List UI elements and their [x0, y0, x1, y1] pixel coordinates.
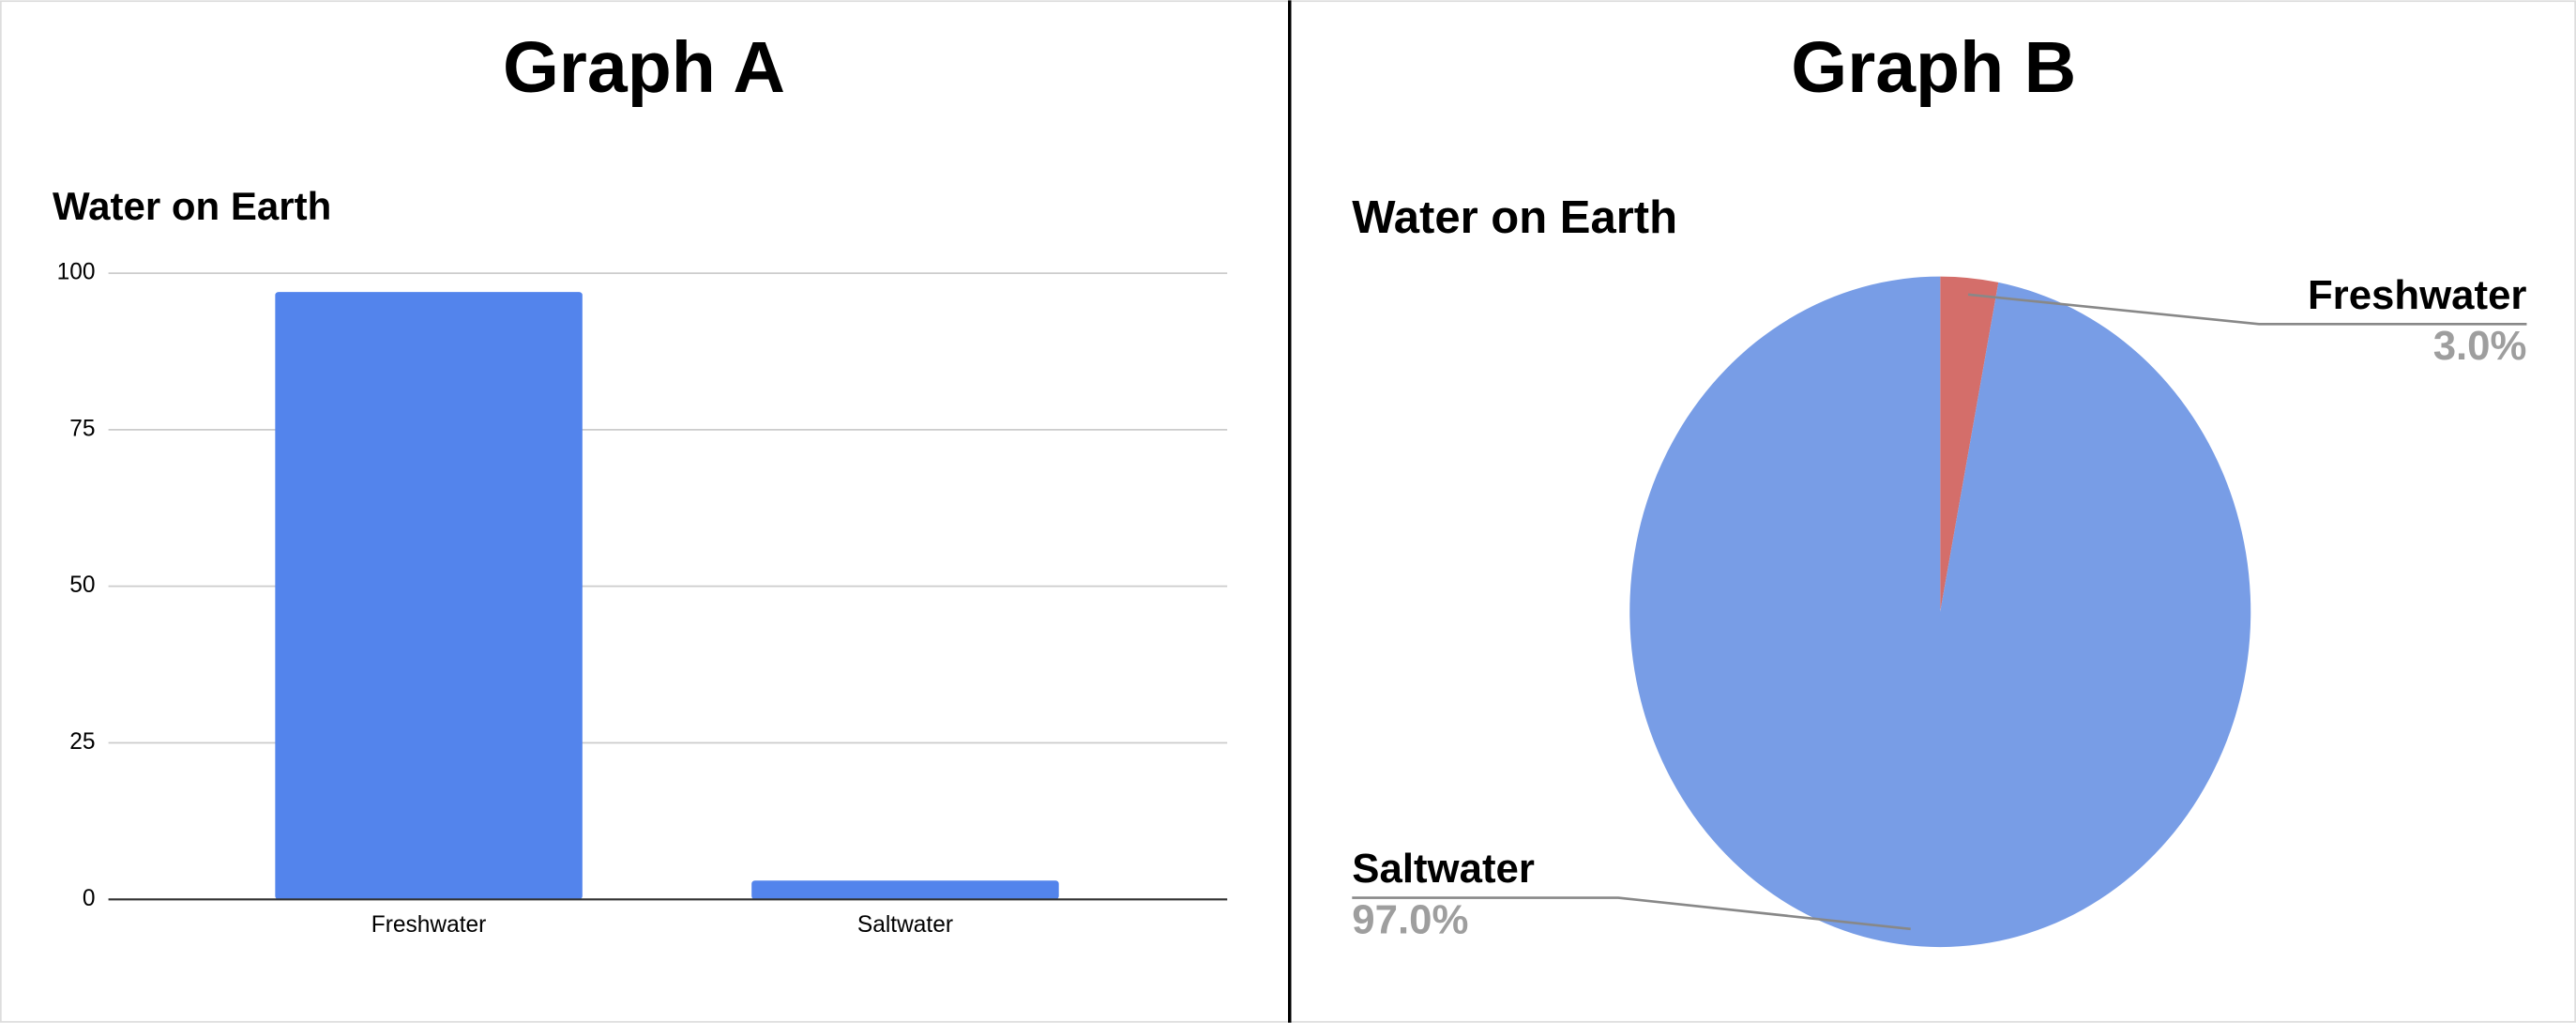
chart-title: Water on Earth	[1352, 192, 1677, 243]
y-tick-label: 75	[69, 416, 95, 441]
panel-title: Graph A	[503, 27, 785, 108]
slice-label: Saltwater	[1352, 846, 1535, 892]
pie-slice	[1629, 276, 2251, 948]
slice-value-label: 3.0%	[2433, 323, 2527, 369]
y-tick-label: 50	[69, 573, 95, 598]
y-tick-label: 25	[69, 729, 95, 755]
bar	[275, 292, 583, 900]
y-tick-label: 100	[57, 260, 96, 285]
slice-value-label: 97.0%	[1352, 896, 1468, 942]
panel-title: Graph B	[1791, 27, 2076, 108]
x-tick-label: Freshwater	[371, 912, 487, 938]
pie-slice	[1940, 276, 1999, 612]
y-tick-label: 0	[83, 886, 96, 911]
chart-title: Water on Earth	[53, 184, 331, 228]
leader-line	[1967, 293, 2527, 326]
leader-line	[1352, 896, 1911, 931]
slice-label: Freshwater	[2308, 272, 2527, 318]
bar	[751, 880, 1059, 900]
x-tick-label: Saltwater	[857, 912, 953, 938]
